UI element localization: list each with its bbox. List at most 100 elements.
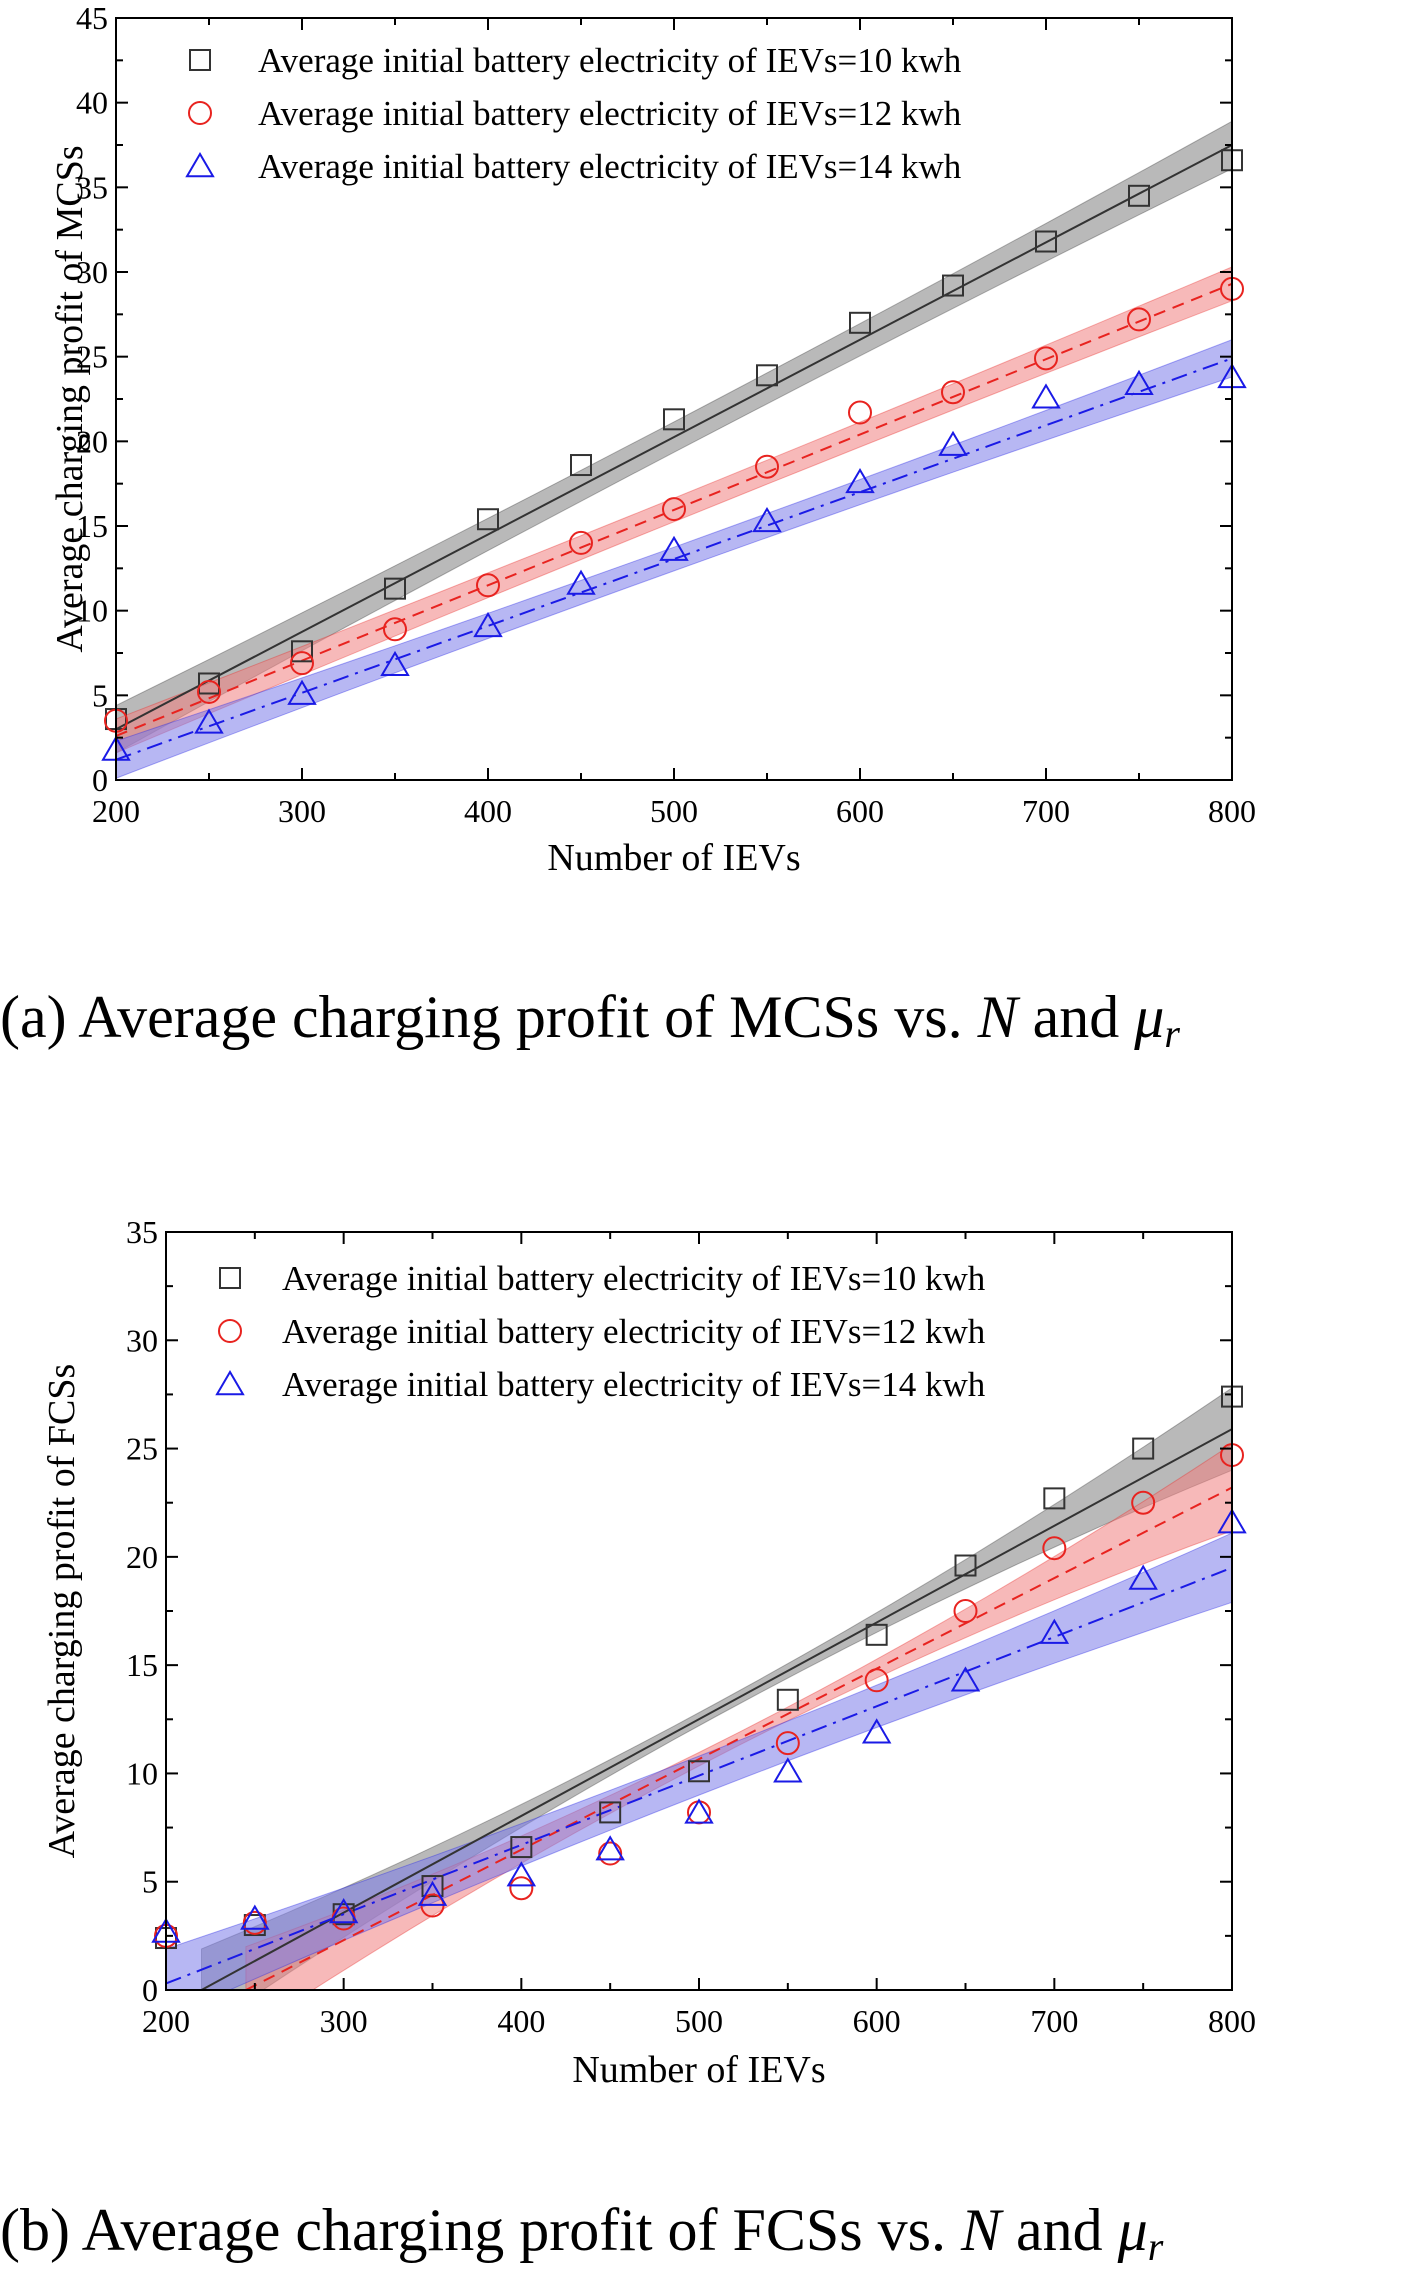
data-point bbox=[1128, 1564, 1158, 1590]
data-point bbox=[773, 1757, 803, 1783]
data-point bbox=[291, 640, 313, 663]
y-tick-label: 15 bbox=[126, 1647, 158, 1683]
data-point bbox=[755, 454, 779, 479]
data-point bbox=[242, 1910, 267, 1935]
caption-subscript: r bbox=[1148, 2224, 1164, 2269]
data-point bbox=[380, 650, 410, 677]
plot-area bbox=[166, 1387, 1232, 1990]
x-tick-label: 600 bbox=[853, 2003, 901, 2039]
y-tick-label: 25 bbox=[126, 1431, 158, 1467]
data-point bbox=[1039, 1618, 1070, 1644]
y-tick-label: 15 bbox=[76, 508, 108, 544]
data-point bbox=[1127, 307, 1151, 332]
x-tick-label: 500 bbox=[675, 2003, 723, 2039]
y-tick-label: 30 bbox=[126, 1322, 158, 1358]
series-1 bbox=[155, 1385, 1243, 1950]
data-point bbox=[941, 380, 965, 405]
x-tick-label: 400 bbox=[464, 793, 512, 829]
fit-line-2 bbox=[245, 1486, 1232, 1990]
data-point bbox=[1043, 1487, 1066, 1510]
panel-b: 200 300 400 500 600 700 800 0 5 10 15 20 25 30 35 Numbe… bbox=[0, 1214, 1256, 2269]
data-point bbox=[417, 1880, 448, 1906]
caption-text-and: and bbox=[1018, 984, 1135, 1050]
data-point bbox=[864, 1668, 889, 1693]
x-tick-label: 700 bbox=[1022, 793, 1070, 829]
data-point bbox=[1031, 383, 1061, 409]
legend-marker-3 bbox=[185, 152, 215, 178]
data-point bbox=[1042, 1536, 1067, 1561]
data-point bbox=[1131, 1490, 1156, 1515]
y-tick-label: 0 bbox=[92, 762, 108, 798]
legend-label-2: Average initial battery electricity of I… bbox=[282, 1312, 986, 1351]
data-point bbox=[509, 1876, 534, 1901]
data-point bbox=[197, 679, 221, 704]
data-point bbox=[848, 400, 872, 425]
data-point bbox=[1034, 346, 1058, 371]
data-point bbox=[845, 467, 875, 494]
y-tick-label: 10 bbox=[126, 1755, 158, 1791]
legend-marker-1 bbox=[189, 49, 211, 71]
data-point bbox=[510, 1836, 533, 1859]
x-axis: 200 300 400 500 600 700 800 bbox=[92, 18, 1256, 829]
plot-area bbox=[116, 120, 1232, 779]
data-point bbox=[861, 1718, 892, 1744]
x-tick-label: 200 bbox=[92, 793, 140, 829]
data-point bbox=[776, 1688, 799, 1711]
data-point bbox=[477, 508, 499, 531]
x-tick-label: 300 bbox=[278, 793, 326, 829]
data-point bbox=[384, 577, 406, 600]
y-tick-label: 0 bbox=[142, 1972, 158, 2008]
caption-var-n: N bbox=[960, 2197, 1004, 2263]
legend-marker-1 bbox=[219, 1267, 241, 1289]
x-tick-label: 200 bbox=[142, 2003, 190, 2039]
data-point bbox=[290, 651, 314, 676]
data-point bbox=[595, 1835, 625, 1861]
data-point bbox=[569, 530, 593, 555]
x-axis-title: Number of IEVs bbox=[547, 837, 800, 879]
legend-marker-2 bbox=[218, 1319, 242, 1343]
caption-text-and: and bbox=[1001, 2197, 1118, 2263]
y-axis-title: Average charging profit of MCSs bbox=[49, 145, 91, 652]
data-point bbox=[506, 1861, 537, 1887]
x-tick-label: 700 bbox=[1030, 2003, 1078, 2039]
data-point bbox=[756, 364, 778, 387]
y-tick-label: 5 bbox=[142, 1864, 158, 1900]
x-tick-label: 600 bbox=[836, 793, 884, 829]
data-point bbox=[1035, 230, 1057, 253]
y-tick-label: 10 bbox=[76, 593, 108, 629]
data-point bbox=[476, 573, 500, 598]
y-axis-title: Average charging profit of FCSs bbox=[41, 1364, 83, 1859]
data-point bbox=[662, 497, 686, 522]
y-tick-label: 35 bbox=[126, 1214, 158, 1250]
y-tick-label: 30 bbox=[76, 254, 108, 290]
data-point bbox=[942, 274, 964, 297]
series-2 bbox=[104, 276, 1244, 733]
caption-text: (a) Average charging profit of MCSs vs. bbox=[0, 984, 978, 1050]
data-point bbox=[684, 1798, 714, 1824]
data-point bbox=[287, 679, 317, 705]
legend-marker-2 bbox=[188, 101, 212, 125]
data-point bbox=[328, 1898, 359, 1924]
caption-var-n: N bbox=[977, 984, 1021, 1050]
data-point bbox=[865, 1623, 888, 1646]
y-tick-label: 40 bbox=[76, 85, 108, 121]
data-point bbox=[938, 430, 968, 456]
y-tick-label: 5 bbox=[92, 677, 108, 713]
x-axis-title: Number of IEVs bbox=[572, 2049, 825, 2091]
data-point bbox=[953, 1599, 978, 1623]
data-point bbox=[775, 1731, 800, 1756]
caption: (b) Average charging profit of FCSs vs. … bbox=[0, 2197, 1164, 2269]
panel-a: 200 300 400 500 600 700 800 0 5 10 15 20 25 30 35 40 45 N… bbox=[0, 0, 1256, 1056]
legend-label-1: Average initial battery electricity of I… bbox=[282, 1259, 986, 1298]
legend-marker-3 bbox=[215, 1370, 245, 1396]
caption: (a) Average charging profit of MCSs vs. … bbox=[0, 984, 1180, 1056]
fit-line-1 bbox=[116, 144, 1232, 731]
data-point bbox=[950, 1666, 981, 1692]
y-axis: 0 5 10 15 20 25 30 35 bbox=[126, 1214, 1232, 2008]
fit-line-1 bbox=[201, 1428, 1232, 1990]
fit-line-3 bbox=[166, 1566, 1232, 1985]
data-point bbox=[198, 672, 220, 695]
fit-line-2 bbox=[116, 282, 1232, 737]
x-tick-label: 500 bbox=[650, 793, 698, 829]
